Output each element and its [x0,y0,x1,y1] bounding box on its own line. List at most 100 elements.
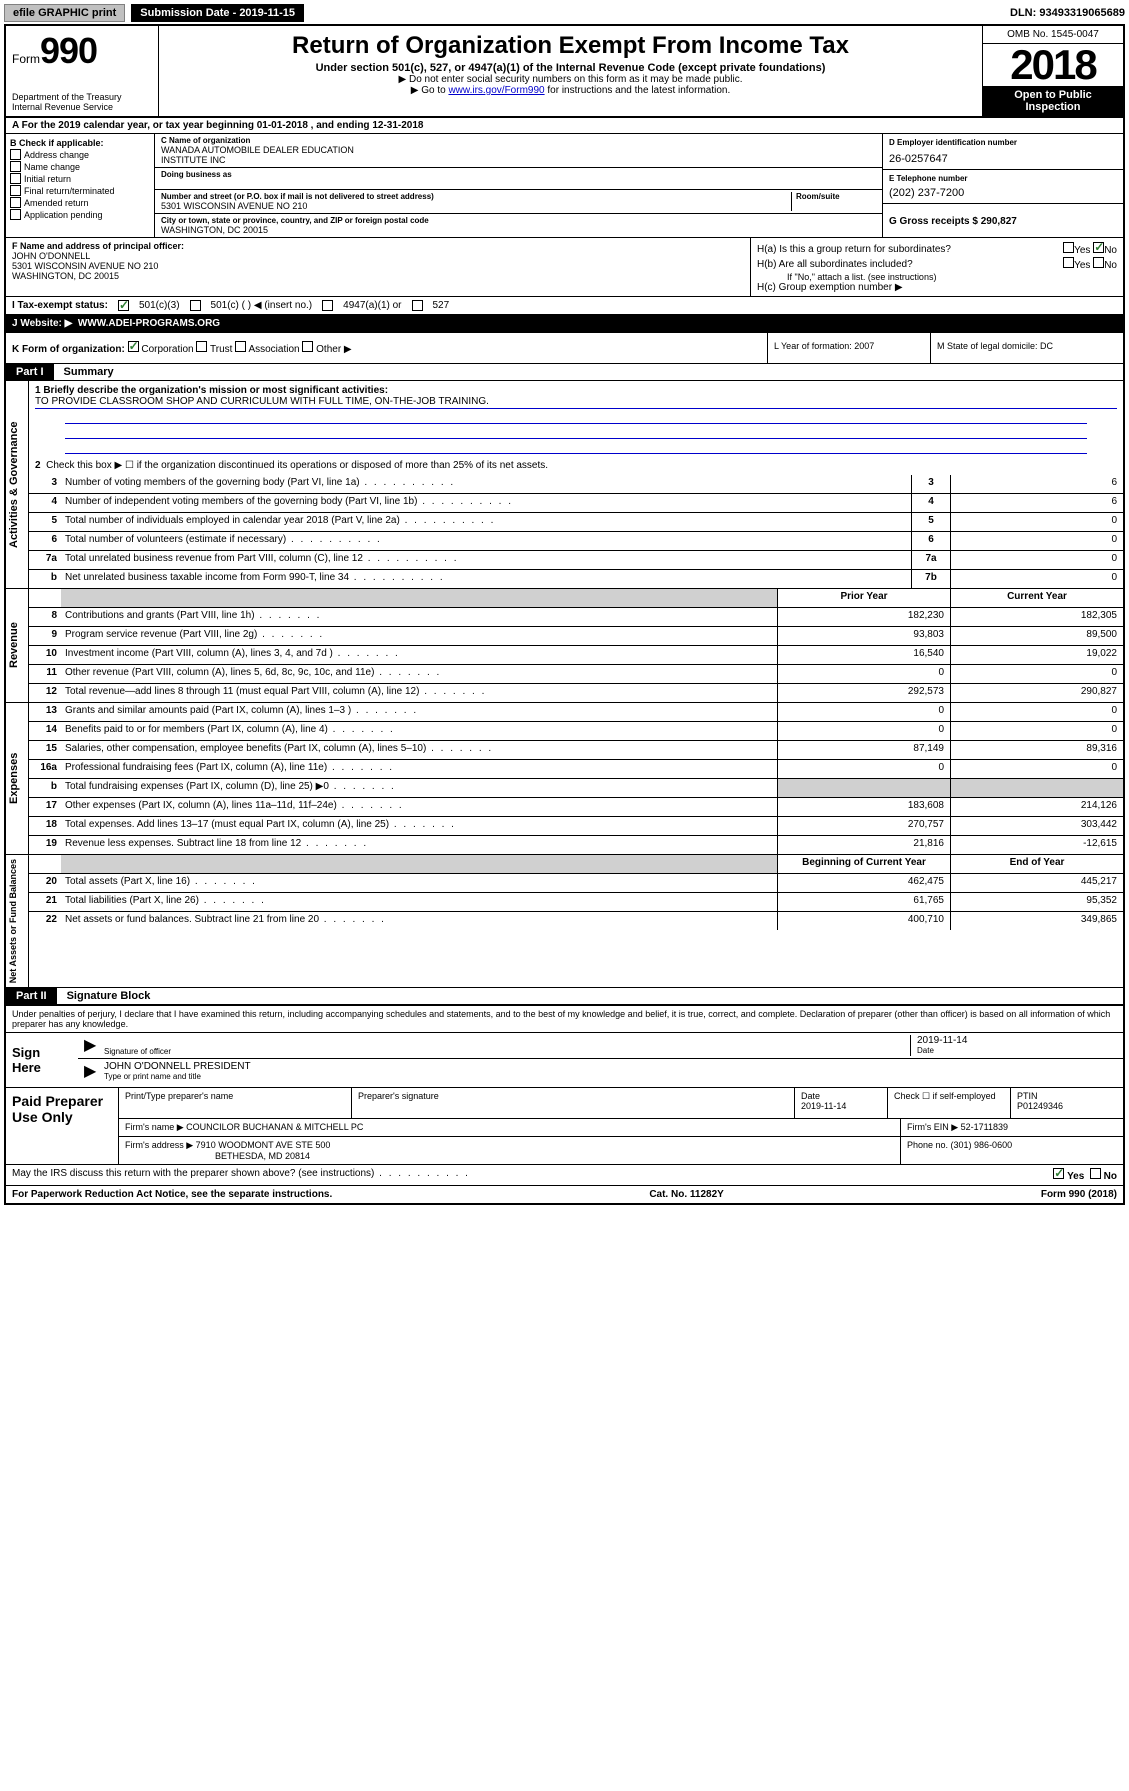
prior-value: 21,816 [777,836,950,854]
prior-year-header: Prior Year [777,589,950,607]
officer-name: JOHN O'DONNELL [12,251,744,261]
line-number: 22 [29,912,61,930]
chk-address-change[interactable] [10,149,21,160]
row-a-tax-year: A For the 2019 calendar year, or tax yea… [6,118,1123,134]
sig-date-label: Date [917,1046,1117,1055]
current-value [950,779,1123,797]
line-text: Total liabilities (Part X, line 26) [61,893,777,911]
line-box: 7a [911,551,950,569]
form-subtitle: Under section 501(c), 527, or 4947(a)(1)… [165,62,976,74]
line-text: Total unrelated business revenue from Pa… [61,551,911,569]
line-value: 6 [950,475,1123,493]
lbl-initial-return: Initial return [24,174,71,184]
efile-button[interactable]: efile GRAPHIC print [4,4,125,22]
line-text: Professional fundraising fees (Part IX, … [61,760,777,778]
line-number: 7a [29,551,61,569]
chk-hb-no[interactable] [1093,257,1104,268]
opt-assoc: Association [248,344,299,355]
instruction-1: ▶ Do not enter social security numbers o… [165,74,976,85]
ein-label: D Employer identification number [889,138,1117,147]
opt-501c3: 501(c)(3) [139,300,180,311]
part1-number: Part I [6,364,54,380]
chk-discuss-no[interactable] [1090,1168,1101,1179]
org-name-2: INSTITUTE INC [161,155,876,165]
declaration-text: Under penalties of perjury, I declare th… [6,1004,1123,1032]
chk-association[interactable] [235,341,246,352]
chk-trust[interactable] [196,341,207,352]
footer-form-ref: Form 990 (2018) [1041,1189,1117,1200]
prior-value: 0 [777,760,950,778]
line1-label: 1 Briefly describe the organization's mi… [35,385,1117,396]
prior-value: 16,540 [777,646,950,664]
current-value: 0 [950,760,1123,778]
line-text: Number of independent voting members of … [61,494,911,512]
dept-irs: Internal Revenue Service [12,102,152,112]
current-year-header: Current Year [950,589,1123,607]
prior-value: 0 [777,722,950,740]
opt-4947: 4947(a)(1) or [343,300,401,311]
chk-501c[interactable] [190,300,201,311]
footer-cat-no: Cat. No. 11282Y [649,1189,723,1200]
website-label: J Website: ▶ [12,318,72,329]
sig-date-value: 2019-11-14 [917,1035,1117,1046]
chk-final-return[interactable] [10,185,21,196]
ptin-label: PTIN [1017,1091,1117,1101]
open-public-badge: Open to PublicInspection [983,86,1123,116]
chk-name-change[interactable] [10,161,21,172]
self-employed-check: Check ☐ if self-employed [888,1088,1011,1118]
chk-amended[interactable] [10,197,21,208]
prior-value: 462,475 [777,874,950,892]
prep-date-label: Date [801,1091,881,1101]
line-number: 8 [29,608,61,626]
side-label-net-assets: Net Assets or Fund Balances [6,855,29,987]
line-text: Other revenue (Part VIII, column (A), li… [61,665,777,683]
website-value: WWW.ADEI-PROGRAMS.ORG [78,318,220,329]
city-state-zip: WASHINGTON, DC 20015 [161,225,876,235]
gross-receipts: G Gross receipts $ 290,827 [889,216,1117,227]
firm-ein: Firm's EIN ▶ 52-1711839 [901,1119,1123,1136]
chk-initial-return[interactable] [10,173,21,184]
submission-date-button[interactable]: Submission Date - 2019-11-15 [131,4,304,22]
opt-527: 527 [433,300,450,311]
sign-here-label: Sign Here [6,1033,78,1087]
chk-hb-yes[interactable] [1063,257,1074,268]
chk-discuss-yes[interactable] [1053,1168,1064,1179]
line-number: 14 [29,722,61,740]
chk-other[interactable] [302,341,313,352]
line-box: 5 [911,513,950,531]
i-label: I Tax-exempt status: [12,300,108,311]
sig-officer-label: Signature of officer [104,1047,910,1056]
line-value: 0 [950,551,1123,569]
chk-527[interactable] [412,300,423,311]
hc-label: H(c) Group exemption number ▶ [757,282,1117,293]
firm-phone: Phone no. (301) 986-0600 [901,1137,1123,1164]
firm-name-label: Firm's name ▶ [125,1122,184,1132]
officer-city: WASHINGTON, DC 20015 [12,271,744,281]
chk-501c3[interactable] [118,300,129,311]
firm-addr-2: BETHESDA, MD 20814 [215,1151,310,1161]
k-label: K Form of organization: [12,344,125,355]
line-box: 3 [911,475,950,493]
officer-addr: 5301 WISCONSIN AVENUE NO 210 [12,261,744,271]
chk-4947[interactable] [322,300,333,311]
paid-preparer-label: Paid Preparer Use Only [6,1088,118,1164]
chk-corporation[interactable] [128,341,139,352]
chk-app-pending[interactable] [10,209,21,220]
prior-value [777,779,950,797]
line-value: 0 [950,513,1123,531]
line-value: 0 [950,570,1123,588]
line-text: Net unrelated business taxable income fr… [61,570,911,588]
arrow-icon: ▶ [84,1035,104,1056]
arrow-icon-2: ▶ [84,1061,104,1081]
chk-ha-yes[interactable] [1063,242,1074,253]
firm-addr-label: Firm's address ▶ [125,1140,193,1150]
year-formation: L Year of formation: 2007 [767,333,930,363]
line-text: Investment income (Part VIII, column (A)… [61,646,777,664]
firm-addr-1: 7910 WOODMONT AVE STE 500 [196,1140,331,1150]
irs-link[interactable]: www.irs.gov/Form990 [448,85,544,96]
column-b-checkboxes: B Check if applicable: Address change Na… [6,134,155,237]
chk-ha-no[interactable] [1093,242,1104,253]
ptin-value: P01249346 [1017,1101,1117,1111]
street-address: 5301 WISCONSIN AVENUE NO 210 [161,201,791,211]
line-text: Other expenses (Part IX, column (A), lin… [61,798,777,816]
